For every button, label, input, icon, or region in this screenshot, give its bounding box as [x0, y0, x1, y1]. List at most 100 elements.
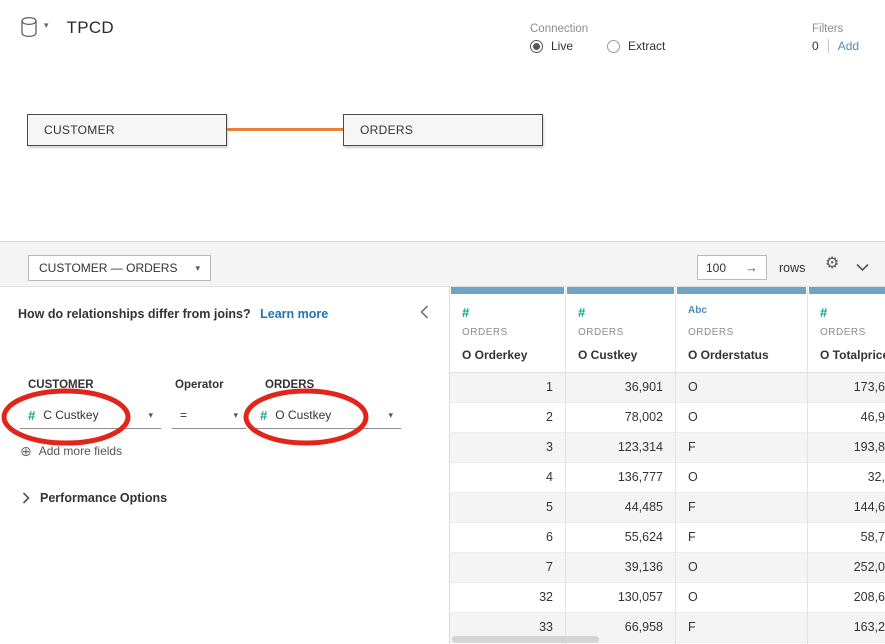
- grid-cell: 3: [450, 433, 565, 463]
- chevron-down-icon: ▾: [195, 262, 200, 273]
- right-table-column-label: ORDERS: [265, 379, 315, 391]
- grid-cell: O: [676, 373, 807, 403]
- plus-circle-icon: ⊕: [20, 443, 32, 459]
- grid-cell: 46,9: [808, 403, 885, 433]
- grid-cell: 6: [450, 523, 565, 553]
- column-field-name: O Orderstatus: [688, 348, 769, 362]
- column-accent-bar: [451, 287, 564, 294]
- row-count-value: 100: [706, 260, 727, 275]
- database-menu-caret-icon[interactable]: ▾: [44, 19, 49, 30]
- grid-cell: 32: [450, 583, 565, 613]
- filters-row: 0 Add: [812, 39, 859, 53]
- preview-grid: # ORDERS O Orderkey 1 2 3 4 5 6 7 32 33 # ORDERS O Cus…: [450, 287, 885, 644]
- grid-cell: F: [676, 493, 807, 523]
- collapse-panel-chevron-icon[interactable]: [420, 305, 429, 319]
- right-field-value: O Custkey: [275, 408, 332, 422]
- left-field-dropdown[interactable]: # C Custkey ▾: [20, 402, 161, 429]
- relationship-help-question: How do relationships differ from joins?: [18, 307, 251, 321]
- grid-cell: O: [676, 463, 807, 493]
- operator-dropdown[interactable]: = ▾: [172, 402, 246, 429]
- panel-grid-divider: [449, 287, 450, 644]
- canvas-table-customer[interactable]: CUSTOMER: [27, 114, 227, 146]
- column-accent-bar: [809, 287, 885, 294]
- relationship-noodle[interactable]: [227, 128, 343, 131]
- grid-cell: O: [676, 583, 807, 613]
- grid-cell: O: [676, 403, 807, 433]
- column-field-name: O Totalprice: [820, 348, 885, 362]
- operator-column-label: Operator: [175, 379, 224, 391]
- number-type-icon: #: [260, 407, 268, 423]
- grid-cell: 193,8: [808, 433, 885, 463]
- grid-cell: 44,485: [566, 493, 675, 523]
- datasource-brand: ▾ TPCD: [20, 16, 114, 40]
- grid-cell: 130,057: [566, 583, 675, 613]
- grid-cell: 136,777: [566, 463, 675, 493]
- right-field-dropdown[interactable]: # O Custkey ▾: [252, 402, 401, 429]
- column-header[interactable]: # ORDERS O Orderkey: [450, 294, 565, 373]
- grid-column-o-custkey: # ORDERS O Custkey 36,901 78,002 123,314 136,7…: [565, 287, 675, 644]
- string-type-icon[interactable]: Abc: [688, 305, 707, 316]
- grid-cell: 1: [450, 373, 565, 403]
- add-more-fields-button[interactable]: ⊕ Add more fields: [20, 444, 122, 458]
- grid-cell: 144,6: [808, 493, 885, 523]
- chevron-right-icon: [22, 492, 30, 504]
- canvas-table-orders[interactable]: ORDERS: [343, 114, 543, 146]
- grid-cell: 173,6: [808, 373, 885, 403]
- preview-options-chevron-icon[interactable]: [856, 263, 869, 272]
- grid-column-o-orderstatus: Abc ORDERS O Orderstatus O O F O F F O O F: [675, 287, 807, 644]
- grid-cell: 55,624: [566, 523, 675, 553]
- number-type-icon[interactable]: #: [820, 305, 828, 320]
- grid-cell: O: [676, 553, 807, 583]
- grid-cell: 5: [450, 493, 565, 523]
- filters-section-label: Filters: [812, 23, 844, 35]
- learn-more-link[interactable]: Learn more: [260, 307, 329, 321]
- grid-cell: 36,901: [566, 373, 675, 403]
- filters-divider: [827, 39, 829, 53]
- add-more-fields-label: Add more fields: [38, 444, 123, 458]
- grid-cell: 39,136: [566, 553, 675, 583]
- grid-cell: 32,: [808, 463, 885, 493]
- grid-cell: F: [676, 613, 807, 643]
- column-header[interactable]: Abc ORDERS O Orderstatus: [676, 294, 807, 373]
- apply-arrow-icon[interactable]: →: [745, 260, 758, 275]
- grid-cell: 2: [450, 403, 565, 433]
- column-table-name: ORDERS: [820, 327, 866, 338]
- horizontal-scrollbar-thumb[interactable]: [452, 636, 599, 643]
- extract-radio[interactable]: [607, 39, 621, 53]
- row-count-input[interactable]: 100 →: [697, 255, 767, 280]
- column-field-name: O Orderkey: [462, 348, 528, 362]
- connection-radio-group: Live Extract: [530, 39, 691, 53]
- grid-cell: 58,7: [808, 523, 885, 553]
- chevron-down-icon: ▾: [233, 409, 238, 420]
- grid-cell: F: [676, 523, 807, 553]
- grid-cell: 252,0: [808, 553, 885, 583]
- column-table-name: ORDERS: [462, 327, 508, 338]
- relationship-help-text: How do relationships differ from joins? …: [18, 307, 328, 321]
- column-header[interactable]: # ORDERS O Custkey: [566, 294, 675, 373]
- number-type-icon[interactable]: #: [578, 305, 586, 320]
- live-radio-label[interactable]: Live: [551, 39, 574, 53]
- left-table-column-label: CUSTOMER: [28, 379, 94, 391]
- grid-cell: 7: [450, 553, 565, 583]
- column-table-name: ORDERS: [688, 327, 734, 338]
- column-table-name: ORDERS: [578, 327, 624, 338]
- number-type-icon[interactable]: #: [462, 305, 470, 320]
- left-field-value: C Custkey: [43, 408, 99, 422]
- grid-cell: F: [676, 433, 807, 463]
- connection-section-label: Connection: [530, 23, 589, 35]
- database-icon[interactable]: [20, 16, 40, 40]
- performance-options-label: Performance Options: [40, 491, 168, 505]
- chevron-down-icon: ▾: [388, 409, 393, 420]
- filters-count: 0: [812, 39, 819, 53]
- gear-icon[interactable]: ⚙: [825, 255, 840, 272]
- relationship-selector-dropdown[interactable]: CUSTOMER — ORDERS ▾: [28, 255, 211, 281]
- performance-options-expander[interactable]: Performance Options: [22, 491, 167, 505]
- grid-column-o-orderkey: # ORDERS O Orderkey 1 2 3 4 5 6 7 32 33: [450, 287, 565, 644]
- live-radio[interactable]: [530, 39, 543, 53]
- extract-radio-label[interactable]: Extract: [628, 39, 666, 53]
- column-header[interactable]: # ORDERS O Totalprice: [808, 294, 885, 373]
- column-field-name: O Custkey: [578, 348, 638, 362]
- filters-add-link[interactable]: Add: [837, 39, 860, 53]
- chevron-down-icon: ▾: [148, 409, 153, 420]
